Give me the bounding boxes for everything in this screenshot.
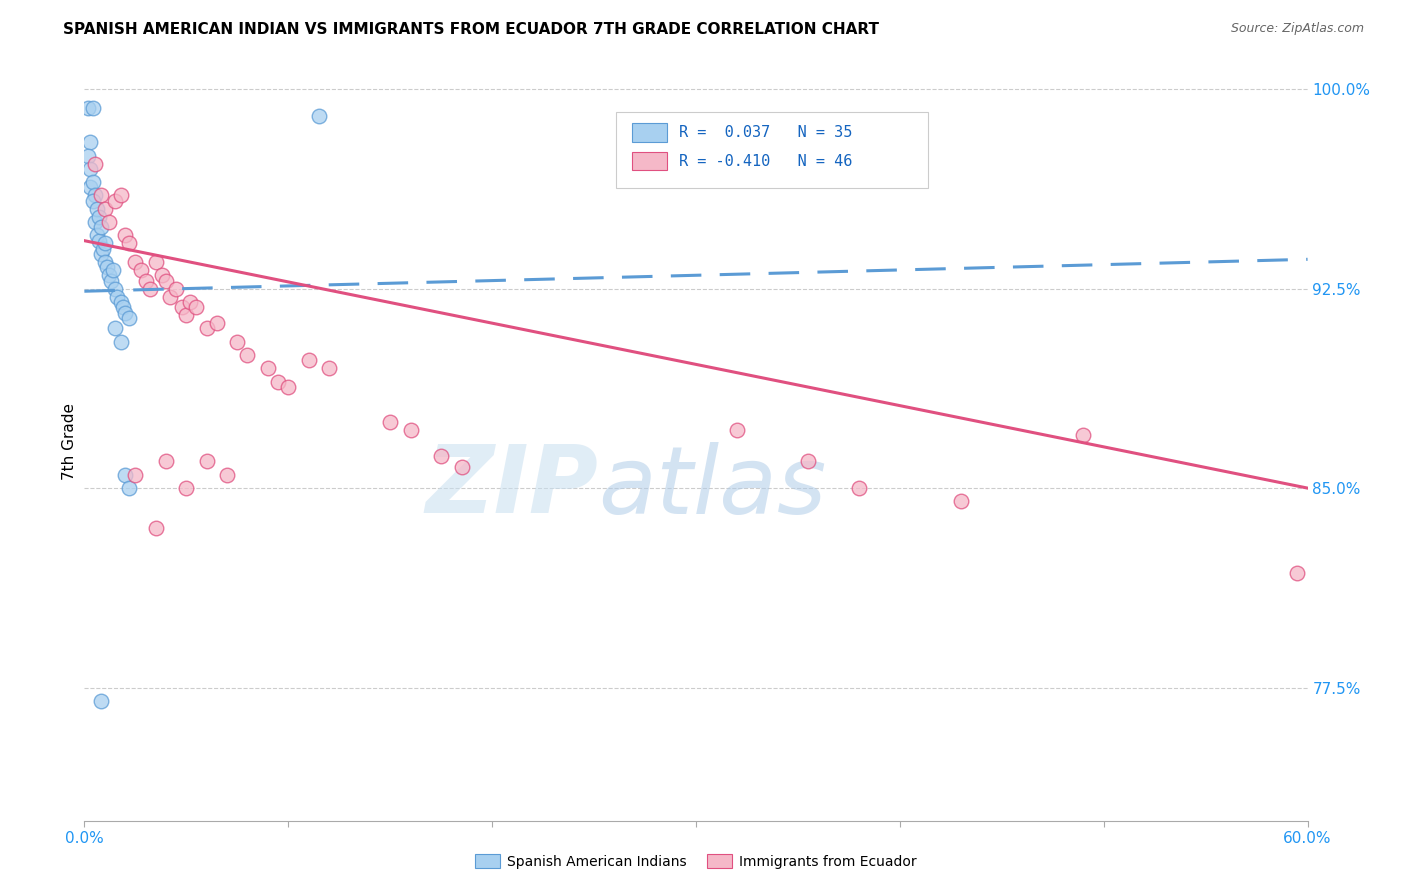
Point [83,215,105,229]
Point [277,380,299,394]
Point [112,300,135,314]
Point [318,361,340,376]
Point [104,282,127,296]
Point [145,255,167,269]
Point [165,282,187,296]
FancyBboxPatch shape [616,112,928,187]
Point [90,247,112,261]
Point [399,423,422,437]
Point [79,135,101,149]
Point [82,194,104,208]
Point [174,481,197,495]
Point [236,348,259,362]
Point [110,188,132,202]
Point [110,334,132,349]
Point [226,334,249,349]
Point [186,300,208,314]
Point [82,175,104,189]
Point [205,316,228,330]
Point [90,694,112,708]
Point [848,481,870,495]
Point [124,467,146,482]
FancyBboxPatch shape [633,123,666,142]
Point [90,188,112,202]
Text: Source: ZipAtlas.com: Source: ZipAtlas.com [1230,22,1364,36]
Point [83,156,105,170]
Point [308,109,330,123]
Point [114,467,136,482]
Point [159,289,181,303]
Point [380,415,402,429]
Point [114,228,136,243]
Point [114,305,136,319]
Point [93,202,115,216]
Point [155,454,177,468]
Point [267,375,290,389]
Point [155,274,177,288]
Point [195,454,218,468]
Point [97,268,120,283]
Point [797,454,820,468]
Point [77,148,100,162]
Point [77,101,100,115]
Point [104,321,127,335]
Point [430,449,453,463]
Point [145,521,167,535]
Point [1073,428,1095,442]
Point [725,423,748,437]
Y-axis label: 7th Grade: 7th Grade [62,403,77,480]
Point [131,263,153,277]
Point [90,220,112,235]
FancyBboxPatch shape [633,152,666,170]
Point [1286,566,1309,581]
Point [450,459,472,474]
Point [87,234,110,248]
Point [93,236,115,251]
Text: SPANISH AMERICAN INDIAN VS IMMIGRANTS FROM ECUADOR 7TH GRADE CORRELATION CHART: SPANISH AMERICAN INDIAN VS IMMIGRANTS FR… [63,22,879,37]
Text: R = -0.410   N = 46: R = -0.410 N = 46 [679,153,852,169]
Point [298,353,321,368]
Point [257,361,280,376]
Point [79,161,101,176]
Point [100,274,122,288]
Point [124,255,146,269]
Point [86,202,108,216]
Point [950,494,973,508]
Point [101,263,124,277]
Point [82,101,104,115]
Text: R =  0.037   N = 35: R = 0.037 N = 35 [679,125,852,140]
Point [118,310,141,325]
Text: atlas: atlas [598,442,827,533]
Point [91,242,114,256]
Point [104,194,127,208]
Point [118,481,141,495]
Point [118,236,141,251]
Point [217,467,239,482]
Point [79,180,101,194]
Point [195,321,218,335]
Text: ZIP: ZIP [425,441,598,533]
Point [172,300,194,314]
Point [105,289,128,303]
Legend: Spanish American Indians, Immigrants from Ecuador: Spanish American Indians, Immigrants fro… [470,848,922,874]
Point [150,268,173,283]
Point [97,215,120,229]
Point [86,228,108,243]
Point [179,294,201,309]
Point [87,210,110,224]
Point [83,188,105,202]
Point [174,308,197,322]
Point [93,255,115,269]
Point [110,294,132,309]
Point [138,282,160,296]
Point [135,274,157,288]
Point [96,260,118,275]
